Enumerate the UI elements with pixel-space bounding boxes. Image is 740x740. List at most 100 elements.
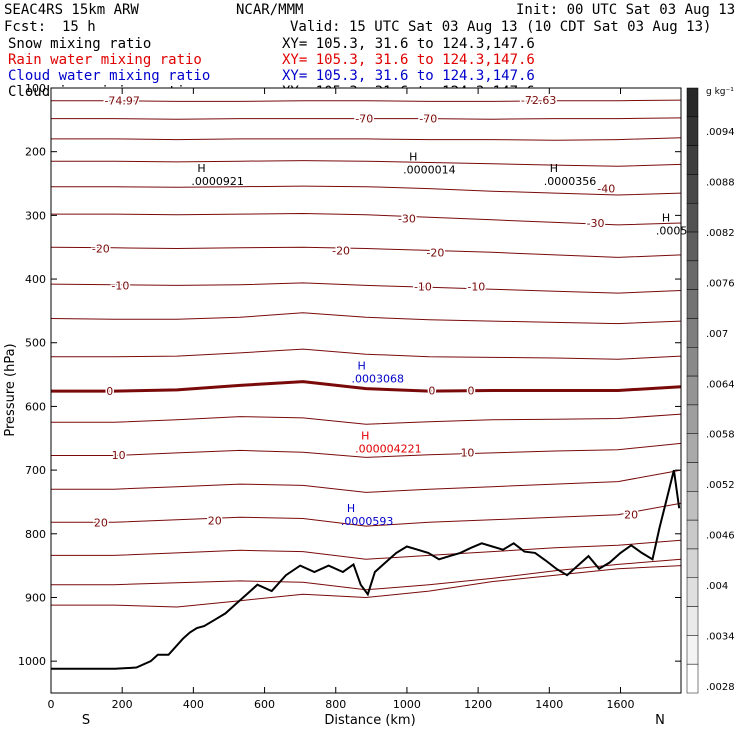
isotherm--50 — [51, 160, 682, 167]
isotherm-20 — [51, 502, 682, 527]
colorbar-tick-11: .0028 — [706, 682, 735, 693]
colorbar-tick-4: .007 — [706, 329, 728, 340]
high-value-0: .0000921 — [191, 175, 244, 188]
colorbar-bin-4 — [686, 202, 699, 233]
colorbar-bin-8 — [686, 318, 699, 348]
legend-name-0: Snow mixing ratio — [8, 36, 151, 52]
colorbar-tick-6: .0058 — [706, 430, 735, 441]
high-marker-5: H — [361, 429, 369, 442]
y-tick-label-4: 500 — [25, 337, 46, 350]
colorbar-bin-18 — [686, 606, 699, 636]
isotherm-30 — [51, 558, 682, 591]
contour-label-18: 20 — [94, 516, 108, 529]
model-title: SEAC4RS 15km ARW — [4, 2, 139, 18]
contour-label-8: -20 — [332, 244, 350, 257]
y-tick-label-3: 400 — [25, 273, 46, 286]
valid-time: Valid: 15 UTC Sat 03 Aug 13 (10 CDT Sat … — [290, 19, 711, 35]
colorbar-bin-5 — [686, 231, 699, 262]
x-tick-label-2: 400 — [183, 698, 204, 711]
y-tick-label-8: 900 — [25, 591, 46, 604]
contour-label-3: -70 — [419, 113, 437, 126]
colorbar: .0094 .0088 .0082 .0076 .007 .0064 .0058 .0052.… — [686, 87, 735, 694]
x-axis-label: Distance (km) — [324, 713, 415, 728]
colorbar-bin-20 — [686, 663, 699, 694]
terrain-line — [51, 469, 681, 670]
colorbar-bin-17 — [686, 577, 699, 607]
init-time: Init: 00 UTC Sat 03 Aug 13 — [516, 2, 735, 18]
high-marker-2: H — [550, 162, 558, 175]
colorbar-bin-6 — [686, 260, 699, 290]
high-value-3: .0005 — [656, 225, 688, 238]
colorbar-tick-7: .0052 — [706, 480, 735, 491]
plot-frame — [50, 87, 682, 694]
high-value-6: .0000593 — [341, 515, 394, 528]
colorbar-bin-9 — [686, 347, 699, 377]
contour-label-4: -40 — [597, 183, 615, 196]
colorbar-tick-1: .0088 — [706, 178, 735, 189]
colorbar-bin-11 — [686, 404, 699, 434]
x-tick-label-3: 600 — [254, 698, 275, 711]
high-value-5: .000004221 — [355, 442, 421, 455]
contour-label-5: -30 — [398, 213, 416, 226]
y-tick-label-7: 800 — [25, 528, 46, 541]
colorbar-bin-7 — [686, 289, 699, 319]
contour-label-15: 0 — [468, 385, 475, 398]
isotherm-5 — [51, 413, 682, 425]
colorbar-bin-2 — [686, 145, 699, 175]
contour-label-2: -70 — [355, 113, 373, 126]
colorbar-tick-3: .0076 — [706, 278, 735, 289]
y-tick-label-0: 100 — [25, 82, 46, 95]
colorbar-bin-0 — [686, 87, 699, 118]
y-tick-label-6: 700 — [25, 464, 46, 477]
contour-label-1: -72.63 — [521, 94, 556, 107]
contour-label-11: -10 — [414, 281, 432, 294]
colorbar-bin-13 — [686, 462, 699, 492]
temperature-contours — [50, 99, 682, 608]
y-tick-label-2: 300 — [25, 209, 46, 222]
isotherm-35 — [51, 565, 682, 608]
colorbar-tick-9: .004 — [706, 581, 728, 592]
x-tick-label-4: 800 — [325, 698, 346, 711]
fcst-label: Fcst: — [4, 19, 46, 35]
north-endpoint: N — [655, 713, 665, 728]
contour-label-10: -10 — [111, 279, 129, 292]
high-value-1: .0000014 — [403, 163, 456, 176]
y-tick-label-1: 200 — [25, 146, 46, 159]
colorbar-bin-10 — [686, 375, 699, 406]
colorbar-bin-15 — [686, 519, 699, 550]
legend-name-1: Rain water mixing ratio — [8, 52, 202, 68]
colorbar-bin-14 — [686, 491, 699, 521]
contour-label-20: 20 — [624, 509, 638, 522]
contour-label-6: -30 — [587, 217, 605, 230]
terrain-profile — [51, 469, 681, 670]
isotherm-15 — [51, 469, 682, 493]
high-value-4: .0003068 — [352, 372, 405, 385]
colorbar-tick-2: .0082 — [706, 228, 735, 239]
colorbar-bin-19 — [686, 635, 699, 665]
isotherm--30 — [51, 212, 682, 226]
contour-labels: -74.97 -72.63 -70 -70 -40 -30 -30 -20 -20 -20 -10 -… — [90, 93, 639, 531]
isotherm--70 — [51, 117, 682, 120]
high-value-2: .0000356 — [544, 175, 597, 188]
legend-xy-1: XY= 105.3, 31.6 to 124.3,147.6 — [282, 52, 535, 68]
colorbar-unit: g kg⁻¹ — [706, 87, 734, 97]
isotherm-10 — [51, 442, 682, 458]
isotherm-0 — [51, 380, 682, 393]
contour-label-14: 0 — [428, 385, 435, 398]
isotherm--40 — [51, 185, 682, 196]
colorbar-tick-10: .0034 — [706, 631, 735, 642]
y-tick-label-5: 600 — [25, 400, 46, 413]
high-marker-1: H — [409, 150, 417, 163]
colorbar-bin-3 — [686, 174, 699, 204]
center-title: NCAR/MMM — [236, 2, 303, 18]
isotherm--2 — [51, 348, 682, 360]
x-axis: 0 200 400 600 800 1000 1200 1400 1600 — [48, 88, 634, 711]
isotherm-25 — [51, 539, 682, 560]
contour-label-13: 0 — [106, 385, 113, 398]
contour-label-9: -20 — [426, 246, 444, 259]
x-tick-label-5: 1000 — [393, 698, 421, 711]
contour-label-17: 10 — [460, 446, 474, 459]
